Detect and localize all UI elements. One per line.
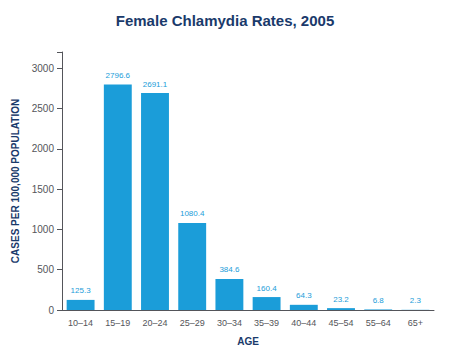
svg-text:160.4: 160.4 [257, 284, 278, 293]
svg-text:CASES PER 100,000 POPULATION: CASES PER 100,000 POPULATION [10, 99, 21, 263]
svg-text:15–19: 15–19 [105, 318, 130, 328]
svg-text:20–24: 20–24 [142, 318, 167, 328]
svg-text:10–14: 10–14 [68, 318, 93, 328]
svg-text:45–54: 45–54 [328, 318, 353, 328]
svg-text:AGE: AGE [237, 336, 259, 347]
svg-text:40–44: 40–44 [291, 318, 316, 328]
svg-text:6.8: 6.8 [373, 296, 385, 305]
svg-text:65+: 65+ [408, 318, 423, 328]
svg-text:64.3: 64.3 [296, 291, 312, 300]
svg-text:1500: 1500 [32, 184, 55, 195]
svg-text:2691.1: 2691.1 [143, 80, 168, 89]
svg-text:0: 0 [48, 305, 54, 316]
svg-text:2000: 2000 [32, 143, 55, 154]
svg-text:1000: 1000 [32, 224, 55, 235]
svg-text:2796.6: 2796.6 [106, 71, 131, 80]
svg-text:35–39: 35–39 [254, 318, 279, 328]
svg-text:55–64: 55–64 [366, 318, 391, 328]
svg-text:500: 500 [37, 264, 54, 275]
svg-text:Female Chlamydia Rates, 2005: Female Chlamydia Rates, 2005 [116, 12, 334, 29]
svg-text:125.3: 125.3 [71, 286, 92, 295]
svg-text:1080.4: 1080.4 [180, 209, 205, 218]
svg-text:3000: 3000 [32, 63, 55, 74]
svg-text:2500: 2500 [32, 103, 55, 114]
svg-text:2.3: 2.3 [410, 296, 422, 305]
svg-text:23.2: 23.2 [333, 295, 349, 304]
svg-text:25–29: 25–29 [180, 318, 205, 328]
svg-text:30–34: 30–34 [217, 318, 242, 328]
svg-text:384.6: 384.6 [219, 265, 240, 274]
